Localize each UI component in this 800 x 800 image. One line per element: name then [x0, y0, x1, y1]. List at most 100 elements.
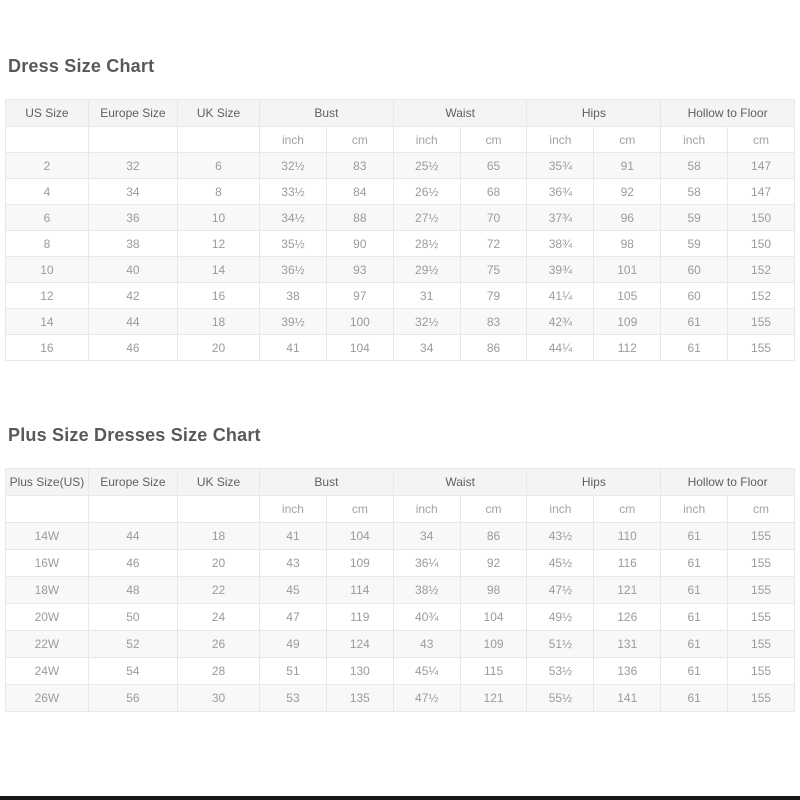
table-cell: 131: [593, 630, 662, 658]
table-cell: 61: [660, 630, 729, 658]
unit-label-inch: inch: [660, 495, 729, 523]
table-row: 12 42 16 38 97 31 79 41¼ 105 60 152: [5, 282, 795, 309]
table-cell: 68: [459, 178, 528, 205]
table-cell: 88: [325, 204, 394, 231]
table-cell: 26W: [5, 684, 89, 712]
table-header-row: Plus Size(US) Europe Size UK Size Bust W…: [5, 468, 795, 496]
table-cell: 27½: [392, 204, 461, 231]
table-cell: 155: [727, 657, 795, 685]
table-cell: 45¼: [392, 657, 461, 685]
table-cell: 38¾: [526, 230, 595, 257]
table-cell: 98: [459, 576, 528, 604]
table-cell: 28½: [392, 230, 461, 257]
table-cell: 24W: [5, 657, 89, 685]
empty-cell: [5, 495, 89, 523]
dress-size-chart-title: Dress Size Chart: [8, 56, 155, 76]
unit-label-cm: cm: [325, 495, 394, 523]
table-cell: 45½: [526, 549, 595, 577]
table-cell: 124: [325, 630, 394, 658]
table-cell: 18: [176, 522, 261, 550]
col-header-bust: Bust: [259, 99, 394, 127]
table-cell: 33½: [259, 178, 327, 205]
table-cell: 60: [660, 256, 729, 283]
table-cell: 105: [593, 282, 662, 309]
table-cell: 25½: [392, 152, 461, 179]
table-cell: 126: [593, 603, 662, 631]
table-row: 16 46 20 41 104 34 86 44¼ 112 61 155: [5, 334, 795, 361]
table-cell: 53½: [526, 657, 595, 685]
table-cell: 38½: [392, 576, 461, 604]
empty-cell: [176, 495, 261, 523]
col-header-us-size: US Size: [5, 99, 89, 127]
table-row: 4 34 8 33½ 84 26½ 68 36¾ 92 58 147: [5, 178, 795, 205]
col-header-hips: Hips: [526, 99, 662, 127]
col-header-hips: Hips: [526, 468, 662, 496]
table-cell: 39¾: [526, 256, 595, 283]
table-cell: 147: [727, 178, 795, 205]
unit-label-inch: inch: [392, 495, 461, 523]
table-cell: 45: [259, 576, 327, 604]
table-cell: 31: [392, 282, 461, 309]
table-cell: 20W: [5, 603, 89, 631]
table-cell: 65: [459, 152, 528, 179]
empty-cell: [87, 126, 179, 153]
table-row: 22W 52 26 49 124 43 109 51½ 131 61 155: [5, 630, 795, 658]
table-cell: 44¼: [526, 334, 595, 361]
table-cell: 48: [87, 576, 179, 604]
table-cell: 8: [176, 178, 261, 205]
col-header-plus-size-us: Plus Size(US): [5, 468, 89, 496]
table-cell: 35¾: [526, 152, 595, 179]
table-cell: 110: [593, 522, 662, 550]
unit-label-inch: inch: [259, 495, 327, 523]
table-cell: 104: [325, 334, 394, 361]
table-cell: 61: [660, 657, 729, 685]
col-header-uk-size: UK Size: [176, 468, 261, 496]
table-cell: 147: [727, 152, 795, 179]
table-cell: 155: [727, 630, 795, 658]
table-cell: 58: [660, 152, 729, 179]
table-cell: 49½: [526, 603, 595, 631]
table-cell: 32½: [392, 308, 461, 335]
table-cell: 86: [459, 522, 528, 550]
table-cell: 121: [593, 576, 662, 604]
table-cell: 26: [176, 630, 261, 658]
table-cell: 114: [325, 576, 394, 604]
table-cell: 119: [325, 603, 394, 631]
table-cell: 35½: [259, 230, 327, 257]
table-cell: 104: [459, 603, 528, 631]
table-cell: 20: [176, 334, 261, 361]
table-cell: 39½: [259, 308, 327, 335]
col-header-waist: Waist: [392, 99, 528, 127]
table-cell: 61: [660, 576, 729, 604]
table-cell: 59: [660, 230, 729, 257]
table-cell: 18: [176, 308, 261, 335]
table-cell: 34: [392, 522, 461, 550]
unit-label-cm: cm: [459, 126, 528, 153]
unit-label-inch: inch: [259, 126, 327, 153]
table-cell: 61: [660, 603, 729, 631]
table-cell: 47½: [392, 684, 461, 712]
table-row: 16W 46 20 43 109 36¼ 92 45½ 116 61 155: [5, 549, 795, 577]
table-cell: 14W: [5, 522, 89, 550]
table-cell: 86: [459, 334, 528, 361]
table-cell: 37¾: [526, 204, 595, 231]
table-cell: 42: [87, 282, 179, 309]
table-cell: 36¾: [526, 178, 595, 205]
table-cell: 38: [87, 230, 179, 257]
table-cell: 53: [259, 684, 327, 712]
table-row: 8 38 12 35½ 90 28½ 72 38¾ 98 59 150: [5, 230, 795, 257]
table-cell: 152: [727, 282, 795, 309]
table-cell: 75: [459, 256, 528, 283]
table-cell: 61: [660, 334, 729, 361]
unit-label-inch: inch: [660, 126, 729, 153]
table-cell: 34: [392, 334, 461, 361]
table-cell: 49: [259, 630, 327, 658]
table-cell: 43: [259, 549, 327, 577]
table-cell: 150: [727, 230, 795, 257]
table-cell: 22: [176, 576, 261, 604]
table-cell: 155: [727, 549, 795, 577]
table-cell: 61: [660, 522, 729, 550]
table-cell: 97: [325, 282, 394, 309]
table-cell: 84: [325, 178, 394, 205]
table-cell: 155: [727, 334, 795, 361]
